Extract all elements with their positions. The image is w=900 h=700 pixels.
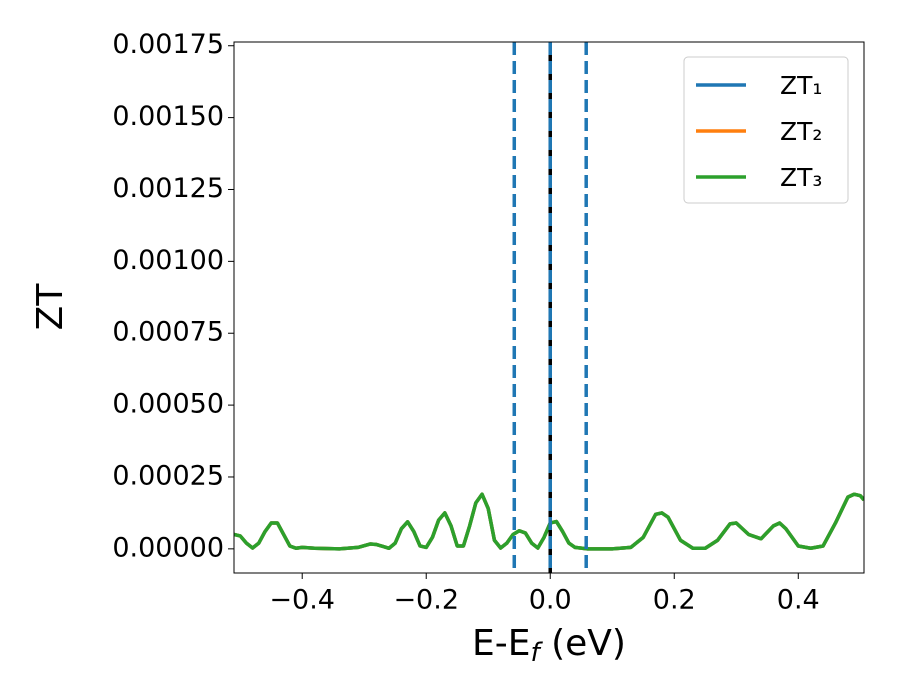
y-tick-label: 0.00050: [112, 389, 224, 420]
series-line: [234, 492, 864, 551]
x-tick-label: 0.4: [777, 585, 820, 616]
legend-label: ZT₂: [780, 117, 822, 146]
x-tick-label: −0.4: [269, 585, 335, 616]
x-tick-label: 0.0: [529, 585, 572, 616]
y-tick-label: 0.00175: [112, 29, 224, 60]
y-tick-label: 0.00100: [112, 245, 224, 276]
x-tick-label: 0.2: [653, 585, 696, 616]
y-tick-label: 0.00075: [112, 317, 224, 348]
y-axis-label: ZT: [30, 283, 71, 331]
legend-box: [683, 56, 849, 204]
y-tick-label: 0.00025: [112, 460, 224, 491]
y-tick-label: 0.00125: [112, 173, 224, 204]
y-tick-label: 0.00000: [112, 532, 224, 563]
y-tick-label: 0.00150: [112, 101, 224, 132]
legend-label: ZT₃: [780, 163, 822, 192]
plot-frame: [233, 41, 865, 574]
x-axis-label: E-Ef (eV): [472, 623, 626, 668]
legend-label: ZT₁: [780, 71, 822, 100]
x-tick-label: −0.2: [393, 585, 459, 616]
plot-area: [234, 42, 864, 573]
